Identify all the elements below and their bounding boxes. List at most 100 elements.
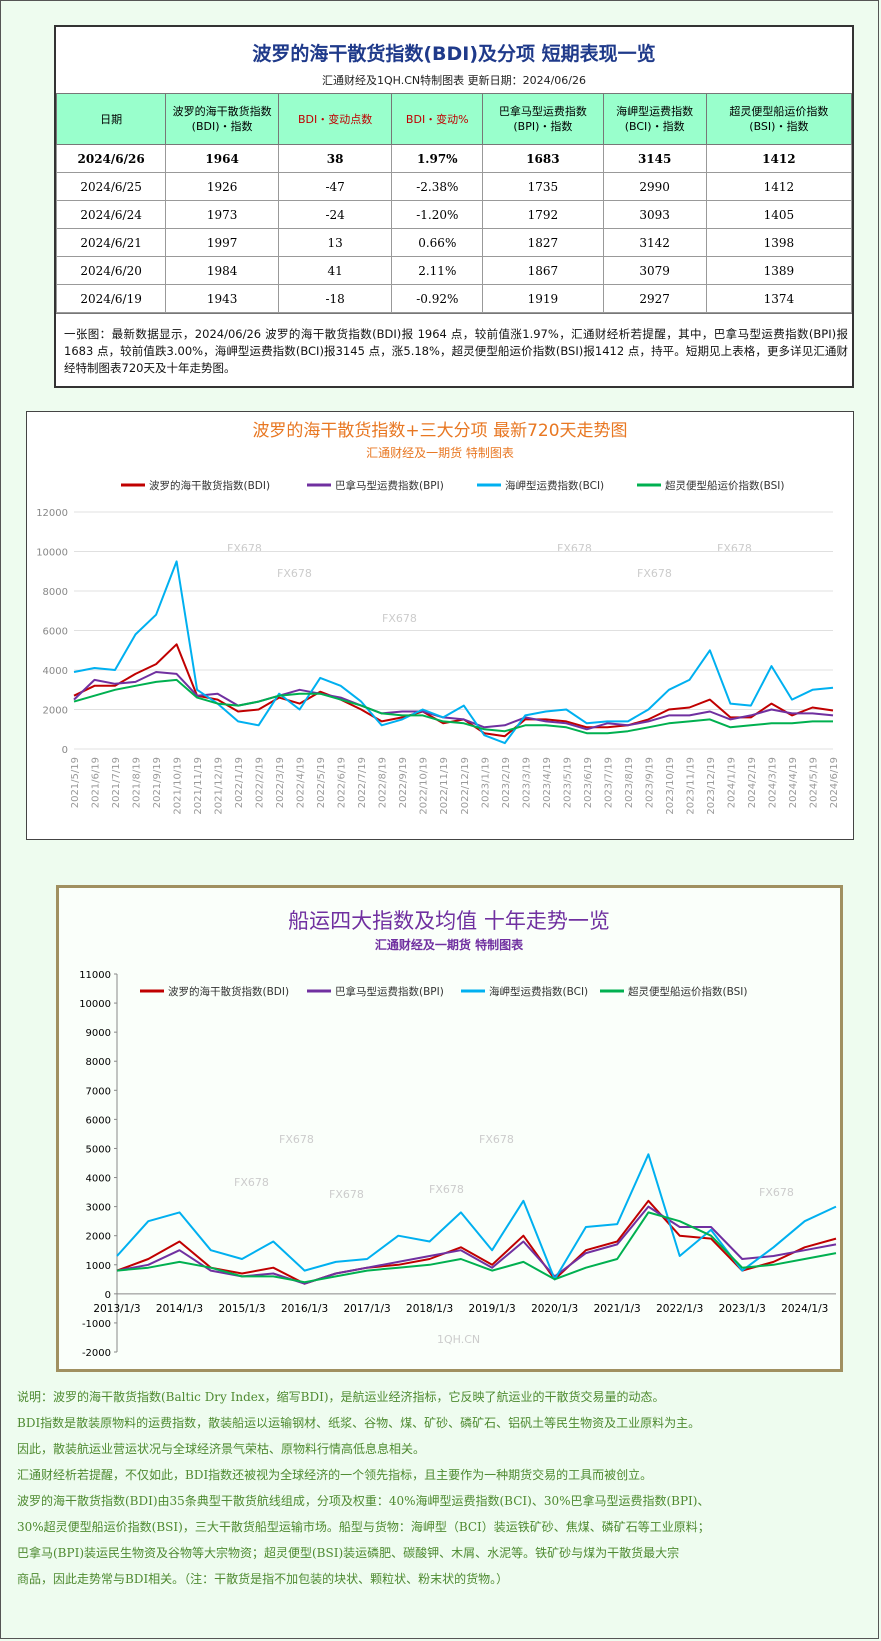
x-tick-label: 2021/5/19: [70, 757, 81, 808]
table-row: 2024/6/26 1964 38 1.97% 1683 3145 1412: [55, 144, 853, 173]
legend-label: 波罗的海干散货指数(BDI): [168, 985, 289, 998]
column-header: 海岬型运费指数 (BCI)・指数: [602, 93, 707, 145]
header-text: 波罗的海干散货指数: [172, 105, 272, 118]
table-cell: -0.92%: [391, 284, 484, 313]
watermark: FX678: [382, 612, 417, 625]
x-tick-label: 2022/5/19: [316, 757, 327, 808]
x-tick-label: 2017/1/3: [344, 1303, 391, 1315]
series-line: [73, 678, 833, 735]
table-cell: 1984: [165, 256, 279, 285]
x-tick-label: 2024/1/3: [781, 1303, 828, 1315]
chart: 船运四大指数及均值 十年走势一览 汇通财经及一期货 特制图表 FX678 FX67…: [79, 909, 837, 1359]
table-row: 2024/6/24 1973 -24 -1.20% 1792 3093 1405: [55, 200, 853, 229]
table-cell: 1389: [705, 256, 853, 285]
table-cell: 1.97%: [391, 144, 484, 173]
x-tick-label: 2023/7/19: [603, 757, 614, 808]
x-tick-label: 2024/4/19: [788, 757, 799, 808]
note-line: 商品，因此走势常与BDI相关。（注：干散货是指不加包装的块状、颗粒状、粉末状的货…: [17, 1572, 509, 1586]
y-tick-label: 7000: [86, 1086, 111, 1097]
column-header: 波罗的海干散货指数 (BDI)・指数: [165, 93, 279, 145]
x-tick-label: 2023/8/19: [624, 757, 635, 808]
table-row: 2024/6/20 1984 41 2.11% 1867 3079 1389: [55, 256, 853, 285]
series-line: [116, 1153, 837, 1281]
x-tick-label: 2020/1/3: [531, 1303, 578, 1315]
x-tick-label: 2015/1/3: [218, 1303, 265, 1315]
x-tick-label: 2023/9/19: [644, 757, 655, 808]
x-tick-label: 2023/10/19: [665, 757, 676, 815]
x-tick-label: 2022/12/19: [460, 757, 471, 815]
x-tick-label: 2021/10/19: [173, 757, 184, 815]
table-cell: 1926: [165, 172, 279, 201]
header-text: 巴拿马型运费指数: [498, 105, 587, 118]
x-tick-label: 2021/12/19: [214, 757, 225, 815]
watermark: FX678: [479, 1133, 514, 1146]
header-text: (BDI)・指数: [191, 120, 253, 133]
table-cell: 2024/6/20: [55, 256, 167, 285]
watermark: 1QH.CN: [437, 1333, 480, 1346]
table-cell: 2.11%: [391, 256, 484, 285]
table-cell: -24: [277, 200, 393, 229]
y-tick-label: 1000: [86, 1261, 111, 1272]
header-text: 海岬型运费指数: [616, 105, 694, 118]
y-tick-label: 4000: [43, 666, 68, 677]
x-tick-label: 2024/5/19: [808, 757, 819, 808]
table-cell: 2990: [602, 172, 707, 201]
table-cell: 2024/6/19: [55, 284, 167, 313]
x-tick-label: 2022/3/19: [275, 757, 286, 808]
x-tick-label: 2021/8/19: [132, 757, 143, 808]
chart-panel: 波罗的海干散货指数+三大分项 最新720天走势图 汇通财经及一期货 特制图表 F…: [26, 411, 854, 840]
legend-label: 巴拿马型运费指数(BPI): [335, 985, 444, 998]
x-tick-label: 2022/6/19: [337, 757, 348, 808]
x-tick-label: 2022/1/3: [656, 1303, 703, 1315]
x-tick-label: 2023/1/3: [719, 1303, 766, 1315]
x-tick-label: 2022/2/19: [255, 757, 266, 808]
x-tick-label: 2018/1/3: [406, 1303, 453, 1315]
table-cell: 1973: [165, 200, 279, 229]
chart: 波罗的海干散货指数+三大分项 最新720天走势图 汇通财经及一期货 特制图表 F…: [36, 421, 840, 815]
y-tick-label: 9000: [86, 1028, 111, 1039]
watermark: FX678: [277, 567, 312, 580]
x-tick-label: 2024/6/19: [829, 757, 840, 808]
table-cell: 38: [277, 144, 393, 173]
x-tick-label: 2022/7/19: [357, 757, 368, 808]
watermark: FX678: [429, 1183, 464, 1196]
x-tick-label: 2022/4/19: [296, 757, 307, 808]
series-line: [73, 560, 834, 745]
x-tick-label: 2022/11/19: [439, 757, 450, 815]
x-tick-label: 2021/11/19: [193, 757, 204, 815]
watermark: FX678: [717, 542, 752, 555]
table-cell: 3093: [602, 200, 707, 229]
table-cell: 1398: [705, 228, 853, 257]
table-cell: 41: [277, 256, 393, 285]
x-tick-label: 2024/2/19: [747, 757, 758, 808]
chart-subtitle: 汇通财经及一期货 特制图表: [366, 445, 514, 460]
watermark: FX678: [637, 567, 672, 580]
chart-subtitle: 汇通财经及一期货 特制图表: [375, 937, 524, 952]
x-tick-label: 2021/9/19: [152, 757, 163, 808]
watermark: FX678: [759, 1186, 794, 1199]
table-row: 2024/6/19 1943 -18 -0.92% 1919 2927 1374: [55, 284, 853, 313]
table-note: 一张图：最新数据显示，2024/06/26 波罗的海干散货指数(BDI)报 19…: [56, 313, 852, 377]
table-cell: 1943: [165, 284, 279, 313]
table-cell: 1412: [705, 172, 853, 201]
watermark: FX678: [557, 542, 592, 555]
summary-table: 日期 波罗的海干散货指数 (BDI)・指数 BDI・变动点数 BDI・变动% 巴拿马型运费…: [55, 93, 853, 313]
notes: 说明：波罗的海干散货指数(Baltic Dry Index，缩写BDI)，是航运…: [17, 1384, 867, 1592]
table-cell: 1792: [482, 200, 604, 229]
legend-label: 海岬型运费指数(BCI): [489, 985, 588, 998]
x-tick-label: 2023/4/19: [542, 757, 553, 808]
column-header: BDI・变动点数: [277, 93, 393, 145]
y-tick-label: 5000: [86, 1144, 111, 1155]
header-text: (BCI)・指数: [624, 120, 685, 133]
column-header: 巴拿马型运费指数 (BPI)・指数: [482, 93, 604, 145]
header-text: BDI・变动%: [405, 112, 469, 126]
table-cell: -1.20%: [391, 200, 484, 229]
x-tick-label: 2023/6/19: [583, 757, 594, 808]
series-line: [116, 1211, 837, 1284]
x-tick-label: 2021/6/19: [91, 757, 102, 808]
y-tick-label: -1000: [82, 1319, 111, 1330]
note-line: 巴拿马(BPI)装运民生物资及谷物等大宗物资；超灵便型(BSI)装运磷肥、碳酸钾…: [17, 1546, 680, 1560]
x-tick-label: 2019/1/3: [469, 1303, 516, 1315]
y-tick-label: 10000: [36, 548, 68, 559]
y-tick-label: 10000: [79, 999, 111, 1010]
